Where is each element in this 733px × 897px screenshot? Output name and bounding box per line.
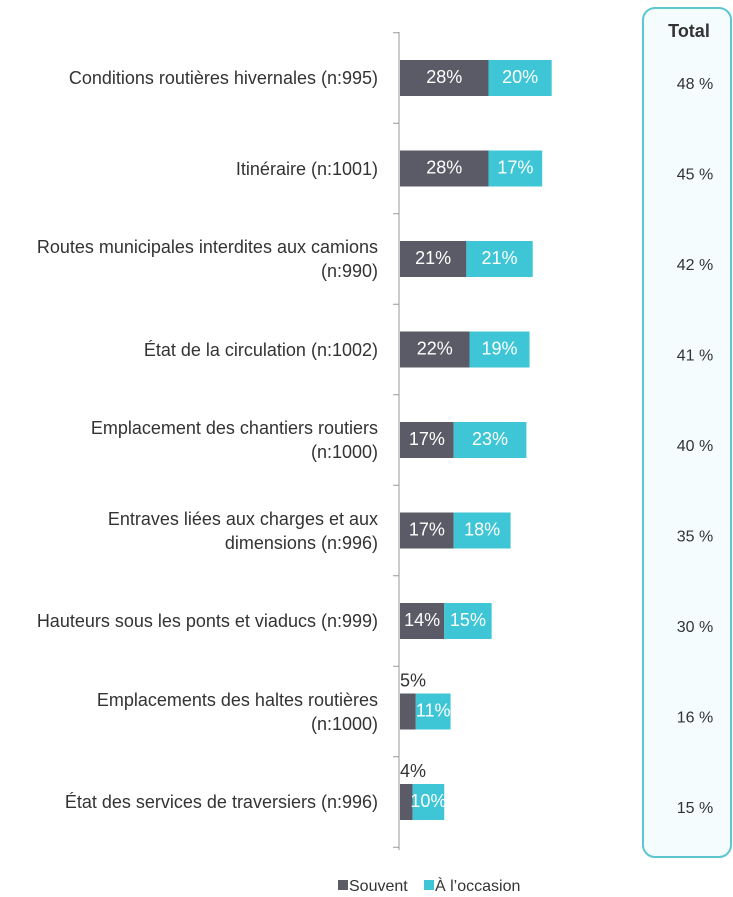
value-label: 21% bbox=[482, 248, 518, 268]
total-value: 42 % bbox=[677, 257, 713, 274]
value-label: 19% bbox=[482, 338, 518, 358]
category-label: Itinéraire (n:1001) bbox=[0, 134, 378, 204]
bar-segment bbox=[415, 693, 451, 730]
category-label: Emplacements des haltes routières (n:100… bbox=[0, 677, 378, 747]
legend-swatch bbox=[338, 880, 348, 890]
bar-segment bbox=[469, 331, 530, 368]
value-label: 17% bbox=[409, 429, 445, 449]
bar-segment bbox=[453, 512, 511, 549]
value-label: 21% bbox=[415, 248, 451, 268]
value-label: 20% bbox=[502, 67, 538, 87]
category-label: État des services de traversiers (n:996) bbox=[0, 767, 378, 837]
value-label: 17% bbox=[497, 157, 533, 177]
bar-segment bbox=[400, 512, 454, 549]
value-label: 18% bbox=[464, 519, 500, 539]
category-text: Emplacement des chantiers routiers (n:10… bbox=[90, 418, 378, 462]
legend-label: Souvent bbox=[349, 878, 408, 895]
value-label: 17% bbox=[409, 519, 445, 539]
bar-segment bbox=[466, 241, 533, 277]
total-value: 35 % bbox=[677, 529, 713, 546]
category-label: Entraves liées aux charges et aux dimens… bbox=[0, 496, 378, 566]
total-value: 48 % bbox=[677, 76, 713, 93]
total-value: 45 % bbox=[677, 167, 713, 184]
bar-segment bbox=[444, 603, 492, 639]
category-text: État de la circulation (n:1002) bbox=[143, 339, 378, 360]
value-label: 23% bbox=[472, 429, 508, 449]
bar-segment bbox=[400, 784, 413, 820]
category-text: Itinéraire (n:1001) bbox=[235, 158, 378, 179]
bar-segment bbox=[488, 150, 543, 187]
category-text: État des services de traversiers (n:996) bbox=[64, 792, 378, 812]
total-value: 41 % bbox=[677, 348, 713, 365]
bar-segment bbox=[400, 422, 454, 458]
value-label: 28% bbox=[426, 157, 462, 177]
bar-segment bbox=[400, 603, 445, 639]
value-label: 5% bbox=[400, 670, 426, 690]
total-value: 40 % bbox=[677, 438, 713, 455]
value-label: 22% bbox=[417, 338, 453, 358]
total-value: 15 % bbox=[677, 800, 713, 817]
bar-segment bbox=[412, 784, 445, 820]
category-text: Entraves liées aux charges et aux dimens… bbox=[107, 508, 378, 553]
category-label: Conditions routières hivernales (n:995) bbox=[0, 43, 378, 113]
legend-label: À l’occasion bbox=[435, 876, 520, 895]
value-label: 10% bbox=[410, 791, 446, 811]
bar-segment bbox=[400, 60, 489, 96]
bar-segment bbox=[400, 331, 470, 368]
value-label: 4% bbox=[400, 761, 426, 781]
category-label: Hauteurs sous les ponts et viaducs (n:99… bbox=[0, 586, 378, 656]
total-box bbox=[642, 7, 732, 858]
category-label: Emplacement des chantiers routiers (n:10… bbox=[0, 405, 378, 475]
total-value: 16 % bbox=[677, 710, 713, 727]
bar-segment bbox=[488, 60, 552, 96]
total-value: 30 % bbox=[677, 619, 713, 636]
value-label: 15% bbox=[450, 610, 486, 630]
category-label: Routes municipales interdites aux camion… bbox=[0, 224, 378, 294]
legend-swatch bbox=[424, 880, 434, 890]
value-label: 14% bbox=[404, 610, 440, 630]
bar-segment bbox=[400, 693, 416, 730]
category-label: État de la circulation (n:1002) bbox=[0, 315, 378, 385]
bar-segment bbox=[400, 241, 467, 277]
total-title: Total bbox=[668, 21, 710, 41]
category-text: Emplacements des haltes routières (n:100… bbox=[96, 689, 378, 734]
value-label: 11% bbox=[416, 700, 451, 720]
category-text: Routes municipales interdites aux camion… bbox=[36, 237, 378, 281]
value-label: 28% bbox=[426, 67, 462, 87]
bar-segment bbox=[400, 150, 489, 187]
category-text: Conditions routières hivernales (n:995) bbox=[68, 68, 378, 88]
category-text: Hauteurs sous les ponts et viaducs (n:99… bbox=[36, 611, 378, 631]
bar-segment bbox=[453, 422, 527, 458]
